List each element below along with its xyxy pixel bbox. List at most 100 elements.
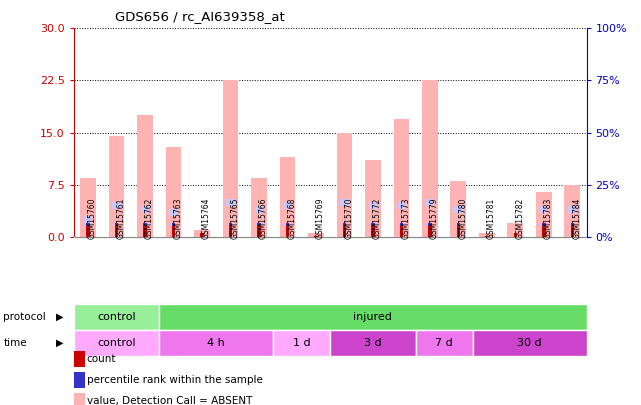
Bar: [314, 236, 317, 237]
Bar: [115, 223, 118, 226]
Text: GSM15765: GSM15765: [230, 197, 239, 239]
Bar: [570, 226, 574, 237]
Bar: [286, 226, 289, 237]
Bar: [172, 226, 175, 237]
Text: GSM15782: GSM15782: [515, 198, 524, 239]
Text: GSM15780: GSM15780: [458, 198, 467, 239]
Bar: [137, 115, 153, 237]
Bar: [108, 136, 124, 237]
Bar: [143, 226, 147, 237]
Bar: [200, 233, 204, 237]
Text: ▶: ▶: [56, 312, 63, 322]
Bar: [83, 216, 92, 223]
Bar: [542, 223, 545, 226]
Text: GSM15768: GSM15768: [287, 198, 296, 239]
Bar: [169, 209, 178, 216]
Bar: [456, 226, 460, 237]
Bar: [165, 147, 181, 237]
Bar: [369, 202, 377, 209]
Bar: [87, 226, 90, 237]
Text: value, Detection Call = ABSENT: value, Detection Call = ABSENT: [87, 396, 252, 405]
Bar: [330, 330, 415, 356]
Bar: [279, 157, 296, 237]
Text: 1 d: 1 d: [293, 338, 310, 348]
Text: percentile rank within the sample: percentile rank within the sample: [87, 375, 262, 385]
Bar: [115, 226, 118, 237]
Text: GSM15773: GSM15773: [401, 197, 410, 239]
Text: GSM15783: GSM15783: [544, 198, 553, 239]
Bar: [508, 223, 523, 237]
Bar: [257, 226, 261, 237]
Bar: [513, 233, 517, 237]
Bar: [74, 304, 159, 330]
Bar: [426, 199, 434, 206]
Bar: [112, 202, 121, 209]
Text: GSM15781: GSM15781: [487, 198, 495, 239]
Text: GSM15779: GSM15779: [430, 197, 439, 239]
Bar: [87, 223, 90, 226]
Bar: [229, 223, 232, 226]
Bar: [159, 304, 587, 330]
Text: time: time: [3, 338, 27, 348]
Bar: [451, 181, 466, 237]
Bar: [428, 223, 431, 226]
Bar: [251, 178, 267, 237]
Bar: [365, 160, 381, 237]
Text: GDS656 / rc_AI639358_at: GDS656 / rc_AI639358_at: [115, 10, 285, 23]
Bar: [570, 223, 574, 226]
Bar: [337, 133, 352, 237]
Bar: [283, 202, 292, 209]
Bar: [397, 202, 406, 209]
Text: GSM15764: GSM15764: [202, 197, 211, 239]
Text: injured: injured: [353, 312, 392, 322]
Bar: [140, 206, 149, 213]
Text: GSM15772: GSM15772: [373, 198, 382, 239]
Bar: [308, 233, 324, 237]
Text: GSM15763: GSM15763: [174, 197, 183, 239]
Text: GSM15784: GSM15784: [572, 198, 581, 239]
Bar: [74, 330, 159, 356]
Bar: [394, 119, 409, 237]
Bar: [257, 223, 261, 226]
Bar: [371, 226, 374, 237]
Bar: [80, 178, 96, 237]
Bar: [229, 226, 232, 237]
Bar: [226, 199, 235, 206]
Text: 7 d: 7 d: [435, 338, 453, 348]
Text: 3 d: 3 d: [364, 338, 381, 348]
Bar: [172, 223, 175, 226]
Bar: [340, 199, 349, 206]
Bar: [422, 81, 438, 237]
Text: 4 h: 4 h: [207, 338, 225, 348]
Text: 30 d: 30 d: [517, 338, 542, 348]
Text: protocol: protocol: [3, 312, 46, 322]
Bar: [568, 206, 576, 213]
Bar: [371, 223, 374, 226]
Bar: [428, 226, 431, 237]
Bar: [222, 81, 238, 237]
Bar: [194, 230, 210, 237]
Text: GSM15770: GSM15770: [344, 197, 353, 239]
Text: GSM15760: GSM15760: [88, 197, 97, 239]
Bar: [542, 226, 545, 237]
Text: GSM15766: GSM15766: [259, 197, 268, 239]
Text: control: control: [97, 338, 136, 348]
Bar: [159, 330, 273, 356]
Bar: [273, 330, 330, 356]
Bar: [143, 223, 147, 226]
Bar: [472, 330, 587, 356]
Text: control: control: [97, 312, 136, 322]
Bar: [456, 223, 460, 226]
Bar: [565, 185, 580, 237]
Bar: [454, 206, 463, 213]
Bar: [540, 206, 548, 213]
Bar: [399, 223, 403, 226]
Text: GSM15769: GSM15769: [316, 197, 325, 239]
Text: GSM15762: GSM15762: [145, 198, 154, 239]
Bar: [286, 223, 289, 226]
Text: ▶: ▶: [56, 338, 63, 348]
Bar: [479, 233, 495, 237]
Bar: [399, 226, 403, 237]
Bar: [343, 223, 346, 226]
Text: count: count: [87, 354, 116, 364]
